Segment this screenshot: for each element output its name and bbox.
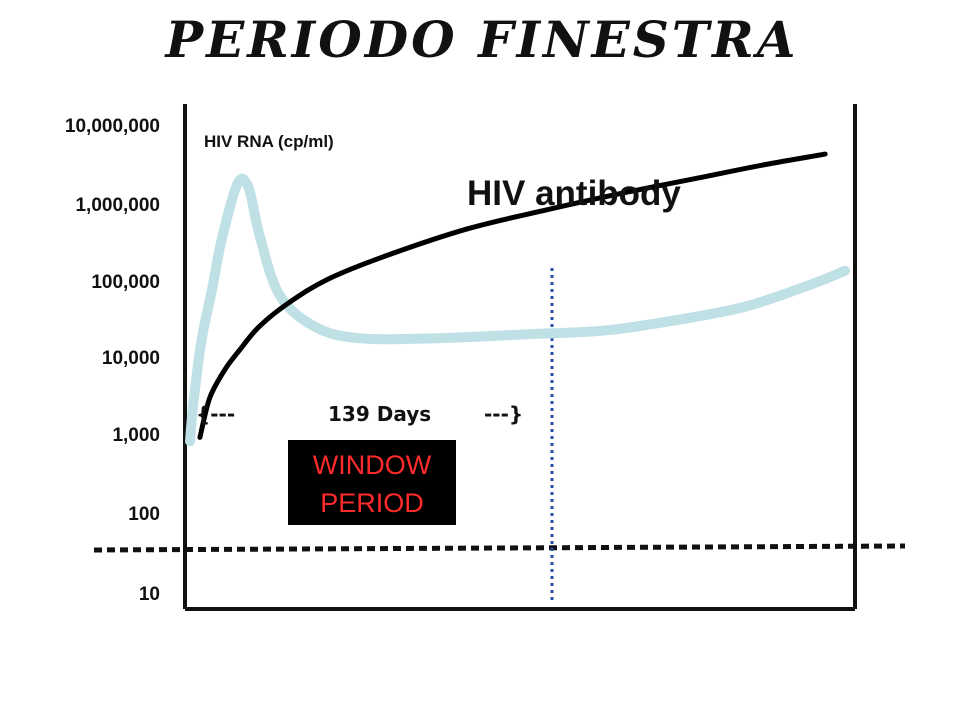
window-brace-left: {--- xyxy=(196,402,235,426)
y-tick-label: 10 xyxy=(139,584,160,605)
series-line-hiv-antibody xyxy=(197,151,828,440)
window-period-box: WINDOW PERIOD xyxy=(288,440,456,525)
series-label-hiv-antibody: HIV antibody xyxy=(467,174,681,213)
window-period-box-background xyxy=(288,440,456,525)
window-days-label: 139 Days xyxy=(328,402,431,426)
window-brace-right: ---} xyxy=(484,402,523,426)
y-tick-label: 100 xyxy=(128,504,160,525)
detection-threshold-line xyxy=(93,543,906,553)
y-tick-label: 10,000 xyxy=(102,348,160,369)
series-group xyxy=(185,151,850,447)
series-label-hiv-rna: HIV RNA (cp/ml) xyxy=(204,132,334,151)
y-tick-label: 1,000 xyxy=(112,425,160,446)
window-period-line-2: PERIOD xyxy=(320,488,424,518)
window-duration-annotation: {--- 139 Days ---} xyxy=(196,402,523,426)
series-line-hiv-rna xyxy=(185,173,850,447)
y-tick-label: 100,000 xyxy=(91,272,160,293)
y-axis-tick-labels: 10,000,000 1,000,000 100,000 10,000 1,00… xyxy=(65,116,160,605)
window-period-line-1: WINDOW xyxy=(313,450,432,480)
y-tick-label: 10,000,000 xyxy=(65,116,160,137)
chart-title: PERIODO FINESTRA xyxy=(164,10,799,69)
y-tick-label: 1,000,000 xyxy=(75,195,160,216)
